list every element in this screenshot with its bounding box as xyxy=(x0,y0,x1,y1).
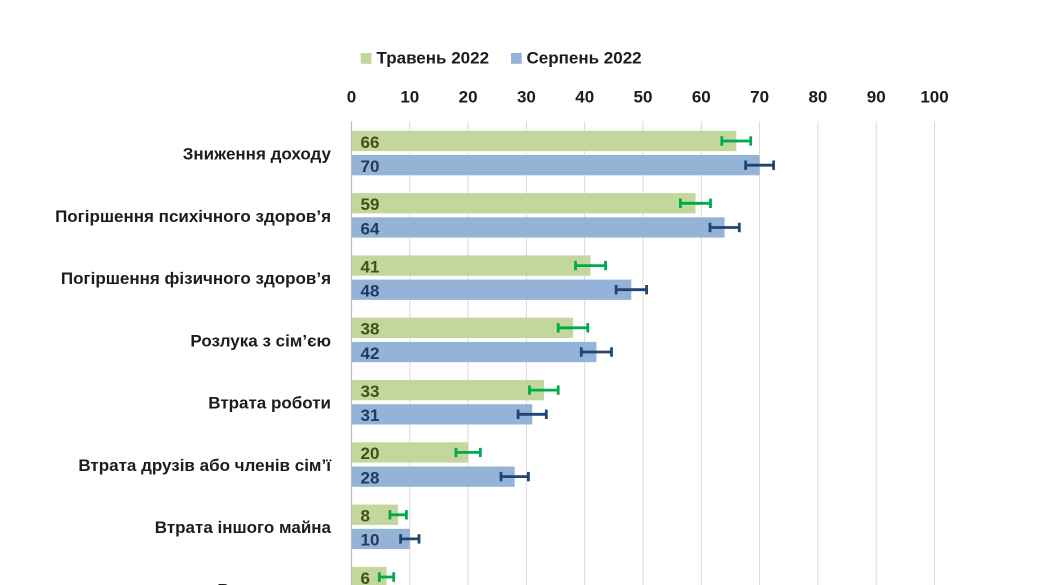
svg-text:48: 48 xyxy=(361,282,380,301)
svg-text:Погіршення психічного здоров’я: Погіршення психічного здоров’я xyxy=(55,207,331,226)
svg-text:6: 6 xyxy=(361,569,370,585)
svg-text:Травень 2022: Травень 2022 xyxy=(377,49,490,68)
svg-text:42: 42 xyxy=(361,344,380,363)
svg-text:Розлука з сім’єю: Розлука з сім’єю xyxy=(190,331,331,350)
svg-text:Втрата роботи: Втрата роботи xyxy=(208,394,331,413)
svg-text:28: 28 xyxy=(361,468,380,487)
svg-text:10: 10 xyxy=(400,88,419,107)
svg-text:Втрата житла: Втрата житла xyxy=(217,581,331,585)
svg-text:20: 20 xyxy=(361,444,380,463)
svg-text:50: 50 xyxy=(634,88,653,107)
svg-text:10: 10 xyxy=(361,531,380,550)
svg-text:Погіршення фізичного здоров’я: Погіршення фізичного здоров’я xyxy=(61,269,331,288)
svg-text:Втрата іншого майна: Втрата іншого майна xyxy=(155,518,332,537)
svg-text:66: 66 xyxy=(361,133,380,152)
svg-text:33: 33 xyxy=(361,382,380,401)
svg-text:20: 20 xyxy=(459,88,478,107)
svg-text:64: 64 xyxy=(361,219,380,238)
svg-text:80: 80 xyxy=(808,88,827,107)
svg-text:90: 90 xyxy=(867,88,886,107)
svg-text:60: 60 xyxy=(692,88,711,107)
svg-text:0: 0 xyxy=(347,88,356,107)
svg-text:40: 40 xyxy=(575,88,594,107)
svg-text:70: 70 xyxy=(750,88,769,107)
svg-text:Серпень 2022: Серпень 2022 xyxy=(527,49,642,68)
svg-text:30: 30 xyxy=(517,88,536,107)
svg-text:70: 70 xyxy=(361,157,380,176)
svg-text:31: 31 xyxy=(361,406,380,425)
svg-text:8: 8 xyxy=(361,507,370,526)
svg-text:100: 100 xyxy=(920,88,948,107)
svg-text:Зниження доходу: Зниження доходу xyxy=(183,145,332,164)
svg-text:41: 41 xyxy=(361,257,380,276)
svg-text:59: 59 xyxy=(361,195,380,214)
svg-text:38: 38 xyxy=(361,320,380,339)
svg-text:Втрата друзів або членів сім’ї: Втрата друзів або членів сім’ї xyxy=(78,456,332,475)
